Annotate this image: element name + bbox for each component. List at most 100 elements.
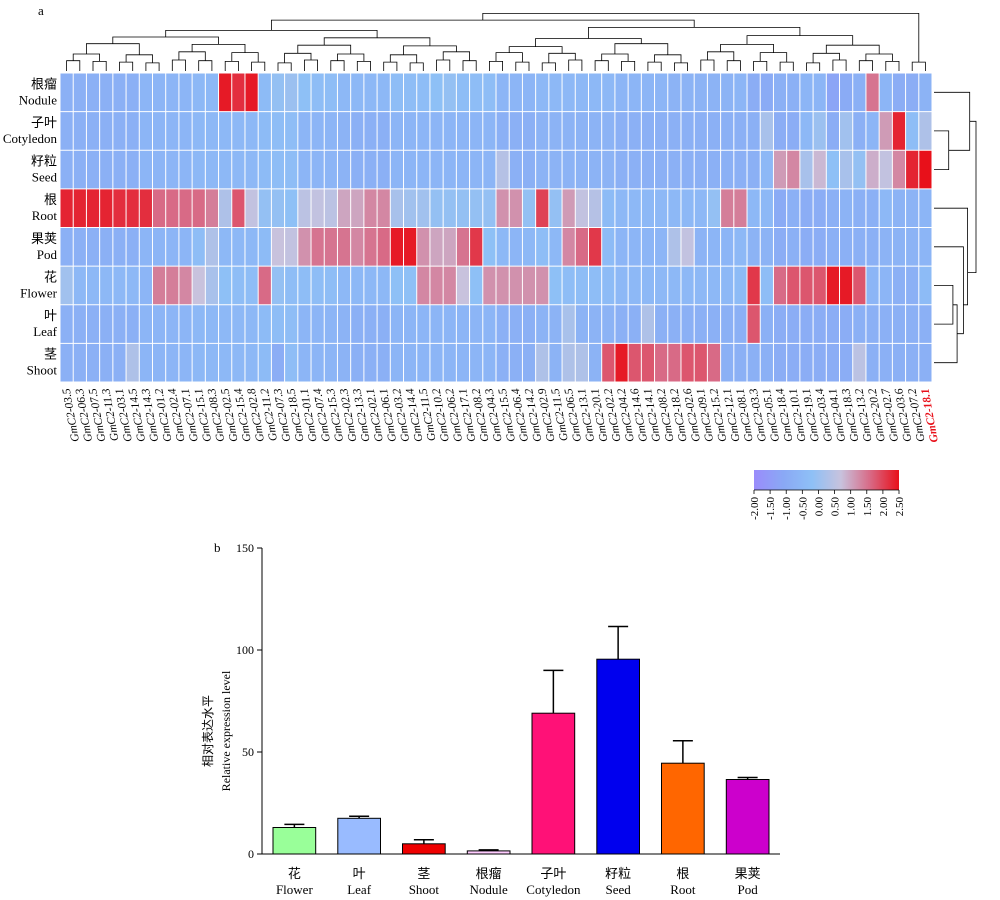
heatmap-cell	[760, 150, 773, 189]
heatmap-cell	[826, 266, 840, 305]
heatmap-cell	[100, 305, 113, 343]
colorbar-tick-label: -2.00	[749, 497, 761, 520]
heatmap-cell	[681, 112, 694, 150]
heatmap-cell	[258, 305, 271, 343]
heatmap-cell	[417, 305, 430, 343]
heatmap-cell	[536, 189, 549, 228]
bar-category-label-zh: 籽粒	[605, 867, 631, 882]
heatmap-cell	[549, 343, 562, 382]
heatmap-cell	[86, 150, 100, 189]
heatmap-cell	[853, 73, 866, 112]
heatmap-cell	[456, 73, 470, 112]
heatmap-cell	[522, 150, 536, 189]
heatmap-cell	[641, 228, 655, 266]
heatmap-cell	[721, 112, 734, 150]
column-dendrogram-branch	[568, 59, 583, 71]
heatmap-row-label-en: Nodule	[19, 92, 58, 107]
heatmap-cell	[205, 150, 219, 189]
column-dendrogram-branch	[86, 43, 140, 55]
heatmap-cell	[166, 189, 179, 228]
heatmap-cell	[205, 266, 219, 305]
heatmap-cell	[760, 305, 773, 343]
heatmap-cell	[575, 189, 588, 228]
heatmap-cell	[470, 305, 483, 343]
heatmap-cell	[245, 343, 258, 382]
heatmap-cell	[602, 150, 615, 189]
heatmap-cell	[800, 73, 813, 112]
heatmap-cell	[496, 112, 509, 150]
heatmap-cell	[232, 112, 245, 150]
heatmap-cell	[483, 112, 496, 150]
heatmap-cell	[615, 73, 628, 112]
heatmap-cell	[575, 112, 588, 150]
heatmap-cell	[483, 305, 496, 343]
heatmap-cell	[205, 73, 219, 112]
heatmap-cell	[285, 343, 298, 382]
heatmap-cell	[773, 305, 787, 343]
heatmap-cell	[73, 189, 86, 228]
heatmap-cell	[179, 150, 192, 189]
panel-a-label: a	[38, 3, 44, 18]
heatmap-cell	[219, 266, 232, 305]
heatmap-cell	[787, 112, 800, 150]
heatmap-cell	[588, 189, 602, 228]
heatmap-cell	[417, 150, 430, 189]
heatmap-cell	[562, 228, 575, 266]
heatmap-cell	[192, 228, 205, 266]
heatmap-cell	[602, 305, 615, 343]
column-dendrogram-branch	[436, 59, 451, 71]
heatmap-cell	[377, 189, 390, 228]
heatmap-cell	[271, 73, 285, 112]
heatmap-row-label-zh: 根	[44, 193, 57, 208]
heatmap-cell	[694, 266, 707, 305]
heatmap-cell	[298, 343, 311, 382]
heatmap-cell	[324, 228, 337, 266]
heatmap-cell	[219, 343, 232, 382]
heatmap-cell	[364, 228, 377, 266]
heatmap-cell	[443, 228, 456, 266]
colorbar-tick-label: -0.50	[797, 497, 809, 520]
heatmap-cell	[734, 343, 747, 382]
column-dendrogram-branch	[356, 61, 371, 71]
heatmap-cell	[430, 112, 443, 150]
heatmap-cell	[456, 343, 470, 382]
heatmap-cell	[364, 266, 377, 305]
bar	[466, 850, 511, 855]
heatmap-cell	[166, 73, 179, 112]
heatmap-cell	[707, 228, 721, 266]
heatmap-cell	[470, 189, 483, 228]
column-dendrogram-branch	[66, 60, 81, 71]
heatmap-row-label-en: Root	[32, 208, 58, 223]
heatmap-cell	[192, 343, 205, 382]
heatmap-cell	[483, 150, 496, 189]
heatmap-cell	[628, 266, 641, 305]
heatmap-cell	[113, 112, 126, 150]
bar-category-label-en: Leaf	[347, 882, 371, 897]
heatmap-cell	[906, 189, 919, 228]
heatmap-cell	[892, 266, 906, 305]
heatmap-row-label-zh: 茎	[44, 348, 57, 363]
heatmap-cell	[364, 189, 377, 228]
heatmap-cell	[853, 112, 866, 150]
heatmap-cell	[773, 343, 787, 382]
heatmap-cell	[588, 305, 602, 343]
heatmap-cell	[443, 305, 456, 343]
heatmap-cell	[694, 189, 707, 228]
heatmap-cell	[100, 112, 113, 150]
column-dendrogram-branch	[330, 60, 345, 71]
column-dendrogram-branch	[832, 59, 847, 71]
heatmap-cell	[879, 189, 892, 228]
heatmap-cell	[139, 189, 152, 228]
heatmap-cell	[271, 189, 285, 228]
column-dendrogram-branch	[171, 59, 186, 71]
heatmap-cell	[800, 112, 813, 150]
bar-category-label-zh: 根	[676, 867, 689, 882]
heatmap-cell	[602, 343, 615, 382]
heatmap-cell	[126, 343, 139, 382]
heatmap-cell	[100, 150, 113, 189]
heatmap-cell	[866, 189, 879, 228]
heatmap-cell	[430, 189, 443, 228]
heatmap-cell	[800, 305, 813, 343]
column-dendrogram-branch	[594, 60, 609, 71]
heatmap-cell	[100, 73, 113, 112]
